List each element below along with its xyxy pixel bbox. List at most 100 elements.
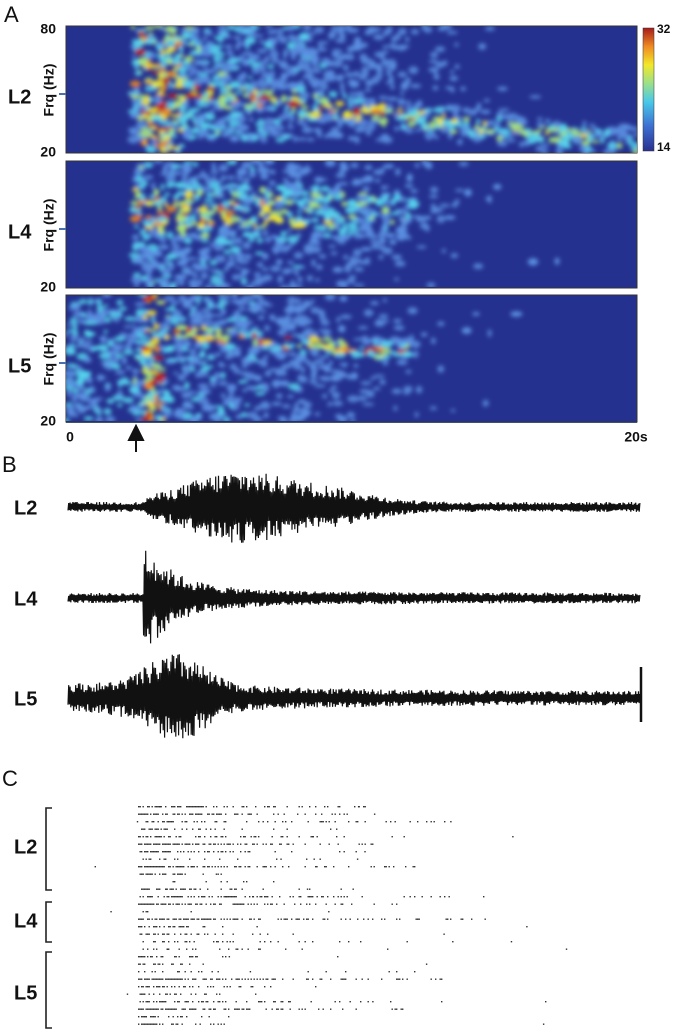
power-blob: [333, 218, 340, 222]
power-blob: [437, 365, 445, 373]
power-blob: [214, 119, 226, 128]
power-blob: [211, 162, 216, 170]
power-blob: [87, 313, 98, 322]
power-blob: [217, 273, 225, 281]
power-blob: [419, 222, 429, 230]
spike: [190, 1008, 192, 1010]
spike: [174, 881, 176, 883]
power-blob: [155, 93, 161, 101]
spike: [244, 896, 246, 898]
group-label: L2: [14, 836, 37, 858]
power-blob: [345, 26, 352, 32]
spike: [220, 851, 222, 853]
spike: [153, 813, 155, 815]
spike: [358, 843, 360, 845]
spike: [162, 941, 164, 943]
spike: [246, 1001, 248, 1003]
spike: [190, 918, 192, 920]
spike: [187, 851, 189, 853]
power-blob: [83, 416, 94, 421]
spike: [340, 896, 342, 898]
spike: [153, 986, 155, 988]
power-blob: [246, 32, 258, 37]
power-blob: [152, 26, 164, 29]
power-blob: [252, 416, 262, 421]
power-blob: [229, 246, 241, 254]
spike: [312, 941, 314, 943]
power-blob: [134, 206, 140, 210]
spike: [154, 933, 156, 935]
power-blob: [425, 134, 433, 141]
power-blob: [253, 61, 261, 66]
spike: [370, 866, 372, 868]
power-blob: [282, 189, 294, 197]
spike: [142, 918, 144, 920]
spike: [304, 813, 306, 815]
spike: [430, 978, 432, 980]
spike: [157, 888, 159, 890]
spike: [526, 926, 528, 928]
power-blob: [434, 135, 439, 140]
spike: [178, 956, 180, 958]
spike: [394, 1008, 396, 1010]
spike: [189, 888, 191, 890]
power-blob: [237, 252, 245, 259]
spike: [148, 926, 150, 928]
spike: [349, 918, 351, 920]
power-blob: [225, 211, 231, 217]
power-blob: [362, 402, 375, 407]
power-blob: [284, 245, 293, 249]
spike: [165, 993, 167, 995]
power-blob: [160, 61, 168, 68]
power-blob: [226, 161, 237, 166]
spike: [139, 978, 141, 980]
power-blob: [271, 56, 279, 64]
power-blob: [257, 300, 269, 304]
spike: [240, 836, 242, 838]
spike: [184, 1008, 186, 1010]
spike: [157, 986, 159, 988]
power-blob: [428, 121, 438, 128]
spike: [232, 896, 234, 898]
spike: [150, 866, 152, 868]
power-blob: [395, 117, 406, 121]
power-blob: [116, 299, 124, 306]
power-blob: [371, 76, 383, 81]
power-blob: [306, 197, 319, 202]
spike: [154, 1023, 156, 1025]
spike: [163, 903, 165, 905]
power-blob: [157, 72, 164, 81]
power-blob: [401, 81, 408, 89]
power-blob: [329, 369, 340, 373]
spike: [228, 896, 230, 898]
power-blob: [236, 313, 242, 317]
power-blob: [281, 363, 293, 369]
spike: [471, 918, 473, 920]
power-blob: [151, 355, 164, 361]
spike: [142, 873, 144, 875]
spike: [280, 836, 282, 838]
spike: [163, 836, 165, 838]
spike: [225, 821, 227, 823]
spike: [160, 828, 162, 830]
power-blob: [195, 233, 200, 242]
power-blob: [177, 143, 185, 149]
spike: [276, 1008, 278, 1010]
power-blob: [164, 307, 176, 312]
power-blob: [270, 169, 276, 175]
power-blob: [387, 43, 394, 49]
power-blob: [359, 389, 371, 394]
spike: [145, 1016, 147, 1018]
spike: [156, 926, 158, 928]
spike: [483, 896, 485, 898]
spike: [363, 806, 365, 808]
spike: [237, 918, 239, 920]
spike: [219, 813, 221, 815]
spike: [162, 963, 164, 965]
power-blob: [420, 122, 428, 129]
spike: [210, 836, 212, 838]
power-blob: [126, 338, 136, 343]
power-blob: [181, 175, 187, 179]
power-blob: [104, 304, 109, 308]
power-blob: [452, 110, 459, 117]
